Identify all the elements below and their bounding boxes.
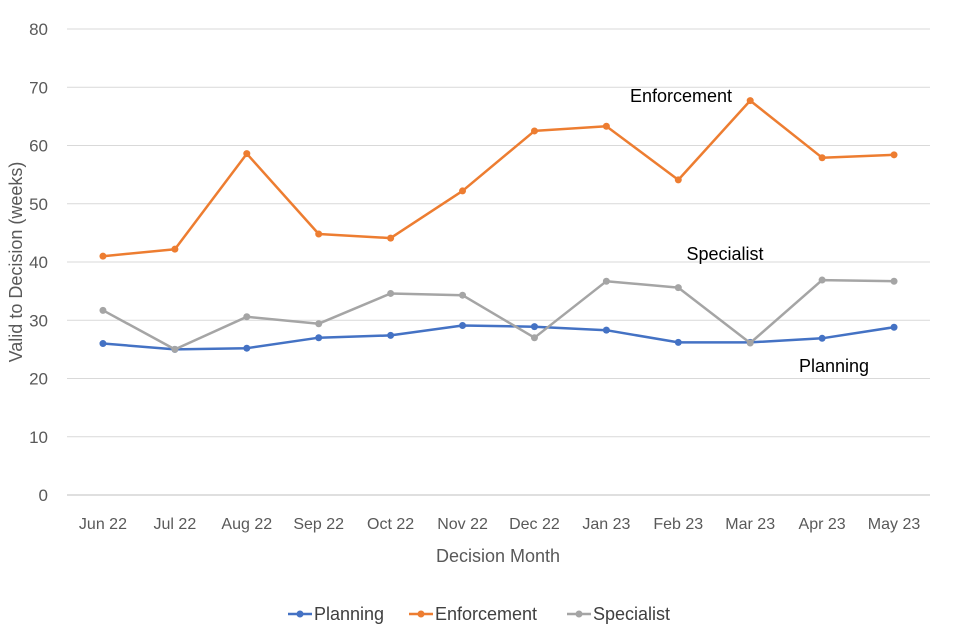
- y-tick-label: 80: [29, 20, 48, 39]
- series-annotations: Enforcement Specialist Planning: [630, 86, 869, 376]
- data-point-specialist: [818, 276, 826, 284]
- data-point-planning: [674, 338, 682, 346]
- annotation-enforcement: Enforcement: [630, 86, 732, 106]
- data-point-specialist: [746, 339, 754, 347]
- x-tick-label: Apr 23: [799, 516, 846, 533]
- legend-label-enforcement: Enforcement: [435, 604, 537, 624]
- annotation-planning: Planning: [799, 356, 869, 376]
- data-point-enforcement: [530, 127, 538, 135]
- x-tick-label: Nov 22: [437, 516, 488, 533]
- data-point-planning: [818, 334, 826, 342]
- data-point-specialist: [315, 320, 323, 328]
- legend-marker-planning: [296, 610, 304, 618]
- data-point-planning: [387, 331, 395, 339]
- y-tick-label: 0: [39, 486, 48, 505]
- data-point-enforcement: [890, 151, 898, 159]
- x-axis-title: Decision Month: [436, 546, 560, 566]
- y-tick-label: 20: [29, 370, 48, 389]
- data-point-planning: [602, 326, 610, 334]
- x-tick-label: Sep 22: [293, 516, 344, 533]
- series-line-planning: [102, 324, 895, 351]
- x-tick-label: Dec 22: [509, 516, 560, 533]
- y-tick-label: 60: [29, 137, 48, 156]
- series-lines: [99, 97, 898, 353]
- y-tick-label: 10: [29, 428, 48, 447]
- data-point-specialist: [243, 313, 251, 321]
- series-line-specialist: [102, 278, 895, 351]
- data-point-specialist: [674, 284, 682, 292]
- data-point-specialist: [530, 334, 538, 342]
- x-axis-ticks: Jun 22 Jul 22 Aug 22 Sep 22 Oct 22 Nov 22 Dec …: [79, 516, 920, 533]
- data-point-enforcement: [818, 154, 826, 162]
- data-point-enforcement: [746, 97, 754, 105]
- x-tick-label: Oct 22: [367, 516, 414, 533]
- legend: Planning Enforcement Specialist: [288, 604, 670, 624]
- legend-marker-enforcement: [417, 610, 425, 618]
- x-tick-label: Jan 23: [582, 516, 630, 533]
- series-enforcement: [99, 97, 898, 260]
- data-point-specialist: [387, 289, 395, 297]
- data-point-planning: [530, 323, 538, 331]
- data-point-enforcement: [674, 176, 682, 184]
- annotation-specialist: Specialist: [686, 244, 763, 264]
- legend-item-planning: Planning: [288, 604, 384, 624]
- data-point-planning: [243, 344, 251, 352]
- data-point-planning: [99, 340, 107, 348]
- data-point-specialist: [890, 277, 898, 285]
- gridlines: [67, 28, 930, 496]
- legend-item-enforcement: Enforcement: [409, 604, 537, 624]
- data-point-specialist: [171, 345, 179, 353]
- data-point-planning: [890, 323, 898, 331]
- legend-label-planning: Planning: [314, 604, 384, 624]
- legend-label-specialist: Specialist: [593, 604, 670, 624]
- y-tick-label: 70: [29, 78, 48, 97]
- data-point-enforcement: [99, 252, 107, 260]
- data-point-enforcement: [315, 230, 323, 238]
- y-axis-title: Valid to Decision (weeks): [6, 162, 26, 363]
- data-point-specialist: [99, 306, 107, 314]
- data-point-planning: [315, 334, 323, 342]
- data-point-enforcement: [602, 122, 610, 130]
- x-tick-label: May 23: [868, 516, 921, 533]
- y-axis-ticks: 0 10 20 30 40 50 60 70 80: [29, 20, 48, 505]
- x-tick-label: Jul 22: [154, 516, 197, 533]
- series-specialist: [99, 276, 898, 353]
- data-point-specialist: [602, 277, 610, 285]
- x-tick-label: Aug 22: [221, 516, 272, 533]
- data-point-planning: [459, 321, 467, 329]
- data-point-enforcement: [387, 234, 395, 242]
- series-planning: [99, 321, 898, 353]
- series-line-enforcement: [102, 99, 895, 258]
- x-tick-label: Jun 22: [79, 516, 127, 533]
- legend-item-specialist: Specialist: [567, 604, 670, 624]
- y-tick-label: 40: [29, 253, 48, 272]
- x-tick-label: Feb 23: [653, 516, 703, 533]
- x-tick-label: Mar 23: [725, 516, 775, 533]
- data-point-enforcement: [171, 245, 179, 253]
- data-point-specialist: [459, 291, 467, 299]
- data-point-enforcement: [459, 187, 467, 195]
- y-tick-label: 50: [29, 195, 48, 214]
- legend-marker-specialist: [575, 610, 583, 618]
- data-point-enforcement: [243, 150, 251, 158]
- y-tick-label: 30: [29, 311, 48, 330]
